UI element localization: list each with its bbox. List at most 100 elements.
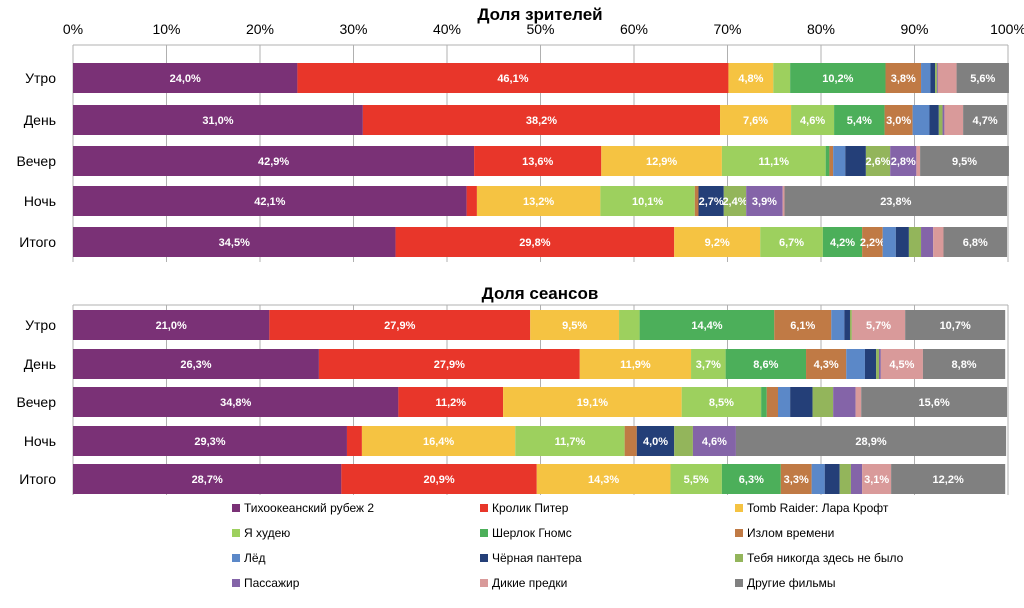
data-label: 29,8% [519, 237, 550, 249]
bar-segment [297, 63, 729, 93]
bar-segment [937, 63, 957, 93]
data-label: 29,3% [194, 436, 225, 448]
legend-label: Тихоокеанский рубеж 2 [244, 501, 374, 515]
bar-segment [944, 105, 964, 135]
bar-segment [849, 310, 852, 340]
data-label: 3,3% [784, 474, 809, 486]
bar-segment [936, 63, 938, 93]
bar-segment [811, 464, 825, 494]
bar-segment [933, 227, 944, 257]
data-label: 9,5% [952, 156, 977, 168]
data-label: 11,9% [620, 359, 651, 371]
bar-segment [624, 426, 637, 456]
data-label: 6,7% [779, 237, 804, 249]
legend-label: Пассажир [244, 576, 300, 590]
bar-segment [476, 186, 601, 216]
bar-segment [844, 310, 850, 340]
bar-segment [362, 105, 721, 135]
tick-label: 20% [246, 21, 274, 37]
category-label: День [24, 112, 56, 128]
bar-segment [728, 63, 774, 93]
data-label: 8,8% [952, 359, 977, 371]
data-label: 6,3% [739, 474, 764, 486]
bar-segment [341, 464, 537, 494]
data-label: 7,6% [743, 115, 768, 127]
bar-segment [784, 186, 1008, 216]
bar-segment [956, 63, 1009, 93]
data-label: 26,3% [180, 359, 211, 371]
bar-segment [912, 105, 930, 135]
bar-segment [884, 105, 913, 135]
data-label: 13,2% [523, 196, 554, 208]
tick-label: 70% [713, 21, 741, 37]
bar-segment [760, 227, 823, 257]
legend-label: Тебя никогда здесь не было [747, 551, 904, 565]
data-label: 4,5% [889, 359, 914, 371]
bar-segment [73, 105, 363, 135]
legend-swatch [735, 504, 743, 512]
bar-segment [721, 464, 781, 494]
bar-segment [346, 426, 362, 456]
bar-segment [73, 146, 475, 176]
bar-segment [780, 464, 812, 494]
bar-segment [850, 464, 863, 494]
bar-segment [839, 464, 851, 494]
bar-segment [791, 105, 835, 135]
bar-segment [882, 227, 896, 257]
bar-segment [636, 426, 675, 456]
bar-segment [681, 387, 762, 417]
category-label: Ночь [24, 193, 56, 209]
bar-segment [73, 310, 270, 340]
bar-segment [694, 186, 699, 216]
data-label: 4,0% [643, 436, 668, 448]
bar-segment [361, 426, 516, 456]
bar-segment [503, 387, 682, 417]
legend-label: Шерлок Гномс [492, 526, 572, 540]
bar-segment [920, 146, 1009, 176]
bar-segment [725, 349, 807, 379]
legend-swatch [232, 579, 240, 587]
data-label: 21,0% [156, 320, 187, 332]
category-label: Вечер [16, 153, 56, 169]
bar-segment [720, 105, 792, 135]
data-label: 24,0% [170, 73, 201, 85]
bar-segment [398, 387, 504, 417]
bar-segment [851, 310, 906, 340]
bar-segment [929, 105, 939, 135]
data-label: 20,9% [423, 474, 454, 486]
data-label: 42,9% [258, 156, 289, 168]
legend-label: Кролик Питер [492, 501, 569, 515]
data-label: 8,6% [753, 359, 778, 371]
bar-segment [790, 387, 813, 417]
legend-label: Дикие предки [492, 576, 567, 590]
data-label: 3,0% [886, 115, 911, 127]
bar-segment [825, 146, 830, 176]
data-label: 11,1% [758, 156, 789, 168]
tick-label: 60% [620, 21, 648, 37]
bar-segment [73, 63, 298, 93]
legend-label: Чёрная пантера [492, 551, 582, 565]
data-label: 3,9% [752, 196, 777, 208]
data-label: 46,1% [497, 73, 528, 85]
legend-swatch [480, 579, 488, 587]
data-label: 5,6% [970, 73, 995, 85]
bar-segment [73, 426, 347, 456]
bar-segment [746, 186, 783, 216]
bar-segment [824, 464, 840, 494]
data-label: 27,9% [384, 320, 415, 332]
bar-segment [318, 349, 580, 379]
legend-swatch [480, 504, 488, 512]
category-label: Утро [25, 317, 56, 333]
bar-segment [806, 349, 847, 379]
data-label: 9,2% [705, 237, 730, 249]
bar-segment [735, 426, 1007, 456]
legend-swatch [232, 529, 240, 537]
data-label: 11,2% [435, 397, 466, 409]
data-label: 2,8% [891, 156, 916, 168]
bar-segment [876, 349, 879, 379]
bar-segment [833, 146, 846, 176]
legend-swatch [735, 554, 743, 562]
data-label: 28,7% [192, 474, 223, 486]
data-label: 14,4% [691, 320, 722, 332]
category-label: Вечер [16, 394, 56, 410]
